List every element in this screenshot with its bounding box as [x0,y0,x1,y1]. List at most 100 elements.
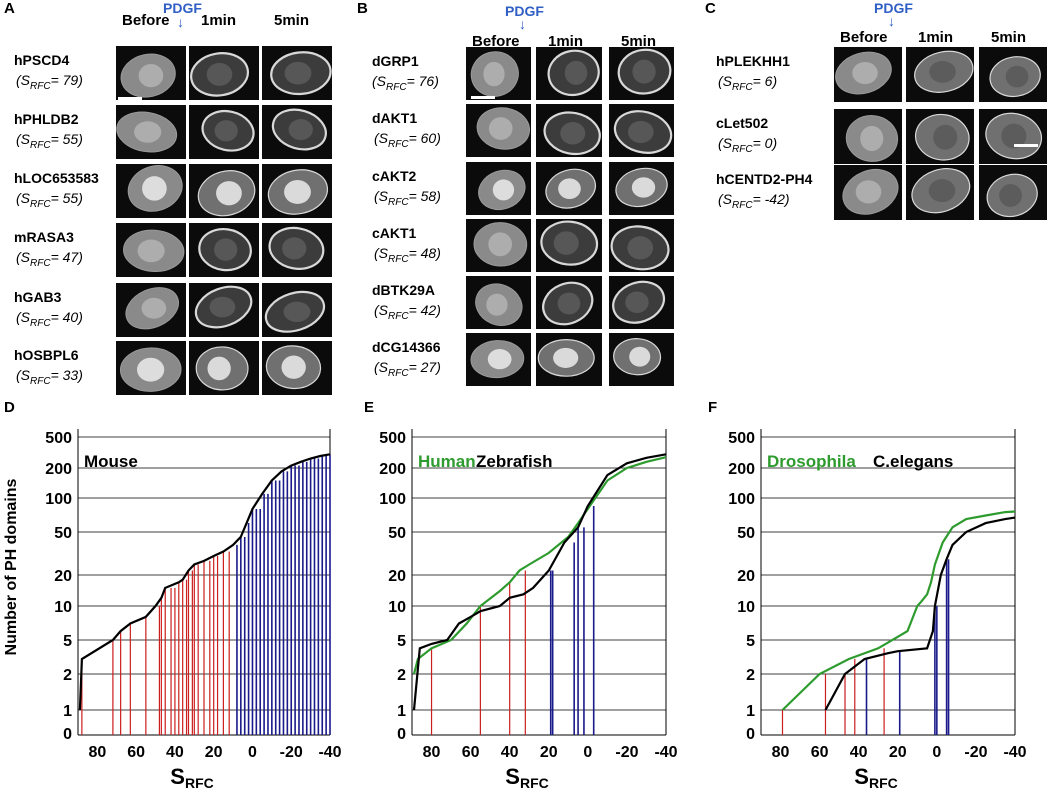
pdgf-label: PDGF [874,0,913,16]
column-header-before: Before [472,33,520,50]
gene-label: hCENTD2-PH4 [716,171,813,187]
panel-letter-f: F [708,399,717,416]
y-tick-label: 0 [746,726,755,743]
micrograph-image [189,164,259,218]
x-tick-label: 60 [127,744,145,761]
srfc-value: (SRFC= 55) [16,131,83,151]
micrograph-image [116,105,186,159]
y-tick-label: 1 [746,703,755,720]
y-tick-label: 100 [379,491,406,508]
series-line-celegans [824,516,1016,711]
micrograph-image [536,276,602,329]
micrograph-image [834,109,902,164]
micrograph-image [536,162,602,215]
y-tick-label: 50 [54,525,72,542]
y-tick-label: 1 [63,703,72,720]
micrograph-image [609,219,674,272]
gene-label: dCG14366 [372,339,441,355]
micrograph-image [536,333,602,386]
gene-label: hPLEKHH1 [716,53,790,69]
micrograph-image [466,104,531,157]
panel-letter-d: D [4,399,15,416]
srfc-value: (SRFC= 33) [16,367,83,387]
x-tick-label: 80 [423,744,441,761]
legend-entry: Zebrafish [476,452,553,471]
gene-label: cAKT2 [372,168,417,184]
micrograph-image [116,341,186,395]
legend-entry: C.elegans [873,452,953,471]
column-header-5min: 5min [621,33,657,50]
y-tick-label: 0 [63,726,72,743]
series-line-mouse [78,453,331,711]
column-header-1min: 1min [918,29,954,46]
micrograph-image [189,46,259,100]
srfc-value: (SRFC= 55) [16,190,83,210]
scale-bar [118,97,142,100]
micrograph-image [262,283,332,337]
panel-letter-e: E [364,399,374,416]
y-tick-label: 200 [379,461,406,478]
y-tick-label: 500 [728,430,755,447]
y-tick-label: 100 [45,491,72,508]
micrograph-image [189,223,259,277]
y-tick-label: 200 [45,461,72,478]
gene-label: hGAB3 [14,289,62,305]
y-tick-label: 10 [737,599,755,616]
y-tick-label: 500 [45,430,72,447]
y-tick-label: 1 [397,703,406,720]
down-arrow-icon: ↓ [888,13,895,29]
micrograph-image [979,165,1047,220]
legend-entry: Drosophila [767,452,856,471]
micrograph-image [536,104,602,157]
x-tick-label: -40 [654,744,677,761]
x-tick-label: 80 [772,744,790,761]
micrograph-image [116,46,186,100]
gene-label: hLOC653583 [14,170,99,186]
micrograph-image [116,164,186,218]
x-tick-label: 20 [540,744,558,761]
x-tick-label: 20 [205,744,223,761]
down-arrow-icon: ↓ [177,14,184,30]
x-tick-label: -40 [318,744,341,761]
srfc-value: (SRFC= 76) [372,73,439,93]
pdgf-label: PDGF [505,3,544,19]
gene-label: hOSBPL6 [14,347,79,363]
micrograph-image [466,333,531,386]
x-tick-label: -20 [615,744,638,761]
srfc-value: (SRFC= 79) [16,72,83,92]
x-tick-label: 20 [889,744,907,761]
column-header-1min: 1min [548,33,584,50]
series-line-drosophila [781,510,1016,711]
scale-bar [471,96,495,99]
micrograph-image [609,162,674,215]
x-axis-label: SRFC [505,764,548,791]
y-tick-label: 100 [728,491,755,508]
y-tick-label: 0 [397,726,406,743]
micrograph-image [609,333,674,386]
gene-label: cLet502 [716,115,769,131]
srfc-value: (SRFC= 48) [374,245,441,265]
micrograph-image [834,47,902,102]
micrograph-image [536,47,602,100]
micrograph-image [189,283,259,337]
x-axis-label: SRFC [854,764,897,791]
down-arrow-icon: ↓ [519,16,526,32]
series-line-human [412,456,667,675]
micrograph-image [262,164,332,218]
srfc-value: (SRFC= 0) [718,135,778,155]
x-tick-label: 60 [811,744,829,761]
x-tick-label: 0 [583,744,592,761]
srfc-value: (SRFC= 58) [374,188,441,208]
x-tick-label: 40 [501,744,519,761]
gene-label: dGRP1 [372,53,419,69]
x-tick-label: -20 [280,744,303,761]
micrograph-image [189,341,259,395]
srfc-value: (SRFC= -42) [718,191,790,211]
column-header-5min: 5min [274,12,310,29]
y-tick-label: 50 [737,525,755,542]
panel-letter-a: A [4,0,15,17]
micrograph-image [536,219,602,272]
